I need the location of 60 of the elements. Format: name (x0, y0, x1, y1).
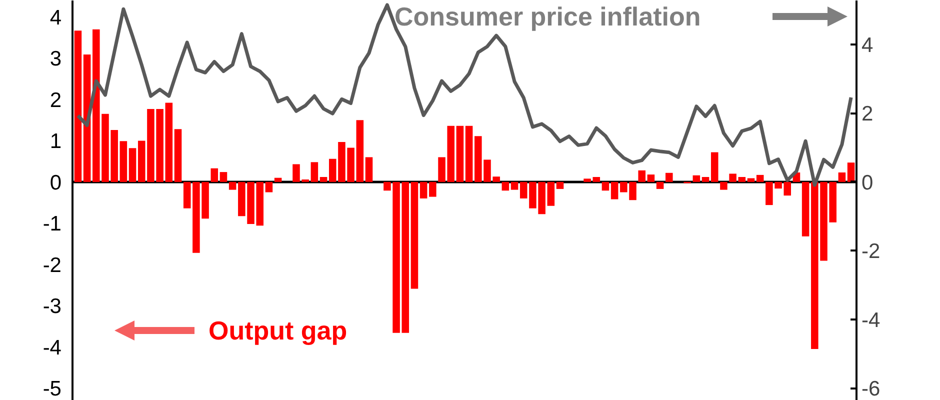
bar (556, 182, 564, 189)
bar (420, 182, 428, 198)
bar (502, 182, 510, 191)
bar (602, 182, 610, 191)
bar (356, 120, 364, 182)
bar (320, 176, 328, 182)
y2-tick-label: 2 (862, 102, 874, 126)
bar (738, 176, 746, 182)
bar (610, 182, 618, 200)
bar (228, 182, 236, 190)
bar (456, 126, 464, 182)
bar (702, 176, 710, 182)
bar (74, 30, 82, 182)
line-series (76, 3, 853, 187)
bar (720, 182, 728, 190)
bar (838, 172, 846, 182)
bar (165, 102, 173, 182)
bar (666, 172, 673, 182)
bar (847, 162, 855, 182)
bar (128, 148, 136, 182)
bar (729, 174, 736, 182)
bar (692, 175, 700, 182)
y-tick-label: -4 (42, 336, 62, 360)
bar (365, 157, 373, 182)
bar (183, 182, 191, 208)
bar (465, 126, 473, 182)
bar (656, 182, 664, 189)
bar (310, 162, 318, 182)
y-tick-label: -3 (42, 295, 62, 318)
bar (210, 168, 218, 182)
bar (547, 182, 555, 206)
bar (265, 182, 273, 192)
bar (710, 152, 718, 182)
y-tick-label: 3 (50, 48, 62, 71)
bar (174, 129, 182, 182)
bar (274, 178, 282, 182)
y-tick-label: 1 (50, 130, 62, 154)
y-tick-label: 2 (50, 88, 62, 112)
bar (220, 172, 228, 182)
y-tick-label: 4 (50, 6, 62, 30)
y-tick-label: -2 (42, 254, 62, 277)
bar (756, 174, 764, 182)
y2-tick-label: 0 (862, 171, 874, 194)
y-tick-label: -5 (42, 378, 62, 400)
y2-tick-label: -4 (862, 308, 880, 332)
y2-tick-label: 4 (862, 34, 874, 57)
bar (510, 182, 518, 190)
bar (802, 182, 810, 236)
bar (638, 170, 646, 182)
y2-tick-label: -2 (862, 240, 880, 264)
bar (120, 141, 128, 182)
y2-tick-label: -6 (862, 378, 880, 400)
bar (429, 182, 436, 197)
y-tick-label: 0 (50, 171, 62, 194)
bar (747, 178, 755, 182)
bar (647, 174, 655, 182)
series-label: Output gap (208, 316, 348, 346)
y-tick-label: -1 (42, 212, 62, 236)
series-label: Consumer price inflation (394, 2, 701, 32)
bar (410, 182, 418, 289)
